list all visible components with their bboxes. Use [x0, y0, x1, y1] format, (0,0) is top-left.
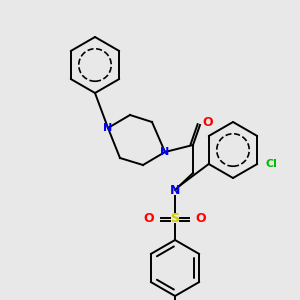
Text: N: N: [170, 184, 180, 196]
Text: S: S: [170, 212, 179, 224]
Text: O: O: [196, 212, 206, 224]
Text: N: N: [160, 147, 169, 157]
Text: O: O: [144, 212, 154, 224]
Text: Cl: Cl: [265, 159, 277, 169]
Text: O: O: [203, 116, 213, 130]
Text: N: N: [103, 123, 112, 133]
